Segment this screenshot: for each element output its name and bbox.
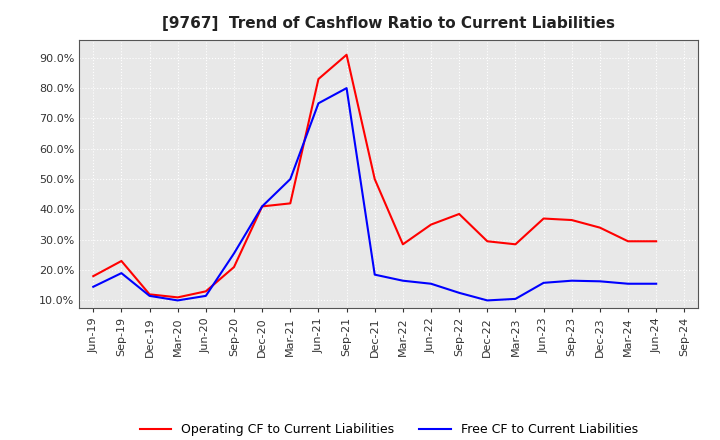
Operating CF to Current Liabilities: [370, 176, 379, 182]
Operating CF to Current Liabilities: [511, 242, 520, 247]
Free CF to Current Liabilities: [230, 251, 238, 256]
Free CF to Current Liabilities: [455, 290, 464, 296]
Operating CF to Current Liabilities: [455, 211, 464, 216]
Free CF to Current Liabilities: [89, 284, 98, 290]
Operating CF to Current Liabilities: [652, 238, 660, 244]
Operating CF to Current Liabilities: [624, 238, 632, 244]
Free CF to Current Liabilities: [258, 204, 266, 209]
Free CF to Current Liabilities: [314, 101, 323, 106]
Operating CF to Current Liabilities: [483, 238, 492, 244]
Operating CF to Current Liabilities: [314, 77, 323, 82]
Operating CF to Current Liabilities: [230, 264, 238, 270]
Free CF to Current Liabilities: [145, 293, 154, 298]
Operating CF to Current Liabilities: [342, 52, 351, 57]
Operating CF to Current Liabilities: [202, 289, 210, 294]
Operating CF to Current Liabilities: [117, 258, 126, 264]
Free CF to Current Liabilities: [483, 298, 492, 303]
Free CF to Current Liabilities: [511, 296, 520, 301]
Free CF to Current Liabilities: [174, 298, 182, 303]
Free CF to Current Liabilities: [399, 278, 408, 283]
Operating CF to Current Liabilities: [174, 295, 182, 300]
Operating CF to Current Liabilities: [258, 204, 266, 209]
Free CF to Current Liabilities: [117, 271, 126, 276]
Operating CF to Current Liabilities: [399, 242, 408, 247]
Operating CF to Current Liabilities: [286, 201, 294, 206]
Operating CF to Current Liabilities: [427, 222, 436, 227]
Title: [9767]  Trend of Cashflow Ratio to Current Liabilities: [9767] Trend of Cashflow Ratio to Curren…: [162, 16, 616, 32]
Operating CF to Current Liabilities: [567, 217, 576, 223]
Free CF to Current Liabilities: [342, 85, 351, 91]
Free CF to Current Liabilities: [595, 279, 604, 284]
Operating CF to Current Liabilities: [595, 225, 604, 230]
Free CF to Current Liabilities: [202, 293, 210, 298]
Operating CF to Current Liabilities: [145, 292, 154, 297]
Free CF to Current Liabilities: [567, 278, 576, 283]
Line: Operating CF to Current Liabilities: Operating CF to Current Liabilities: [94, 55, 656, 297]
Line: Free CF to Current Liabilities: Free CF to Current Liabilities: [94, 88, 656, 301]
Operating CF to Current Liabilities: [539, 216, 548, 221]
Free CF to Current Liabilities: [427, 281, 436, 286]
Legend: Operating CF to Current Liabilities, Free CF to Current Liabilities: Operating CF to Current Liabilities, Fre…: [135, 418, 643, 440]
Free CF to Current Liabilities: [652, 281, 660, 286]
Free CF to Current Liabilities: [370, 272, 379, 277]
Free CF to Current Liabilities: [624, 281, 632, 286]
Free CF to Current Liabilities: [286, 176, 294, 182]
Operating CF to Current Liabilities: [89, 274, 98, 279]
Free CF to Current Liabilities: [539, 280, 548, 286]
